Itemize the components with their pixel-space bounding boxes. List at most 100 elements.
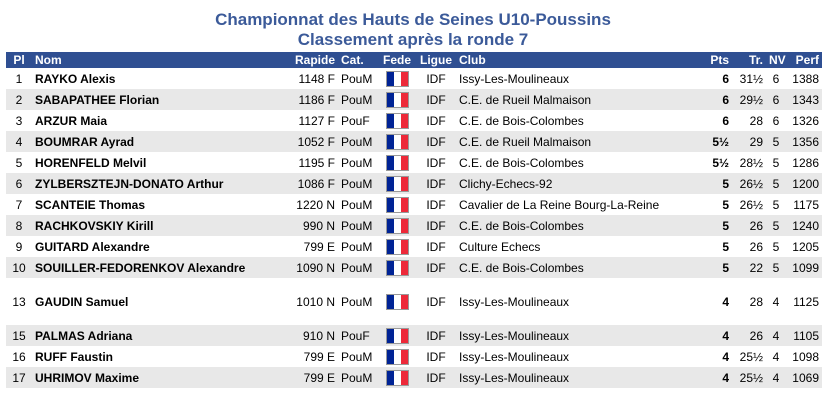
cell-performance: 1125 [786,291,822,312]
cell-federation [378,236,416,257]
cell-club: Issy-Les-Moulineaux [456,346,704,367]
cell-federation [378,68,416,89]
cell-points: 6 [704,110,732,131]
flag-stripe [400,239,408,254]
cell-performance: 1286 [786,152,822,173]
cell-category: PouM [338,236,378,257]
cell-tiebreak: 26½ [732,173,766,194]
flag-stripe [386,92,394,107]
cell-tiebreak: 26 [732,236,766,257]
cell-place: 9 [6,236,32,257]
flag-stripe [393,71,401,86]
table-row: 16 RUFF Faustin 799 E PouM IDF Issy-Les-Mouli… [6,346,822,367]
col-header-tr[interactable]: Tr. [748,53,763,67]
flag-stripe [386,155,394,170]
col-header-pts[interactable]: Pts [710,53,729,67]
cell-tiebreak: 28 [732,110,766,131]
cell-category: PouM [338,89,378,110]
flag-stripe [386,370,394,385]
page-title: Championnat des Hauts de Seines U10-Pous… [215,10,611,29]
cell-category: PouM [338,68,378,89]
page-subtitle: Classement après la ronde 7 [297,30,529,49]
table-row: 6 ZYLBERSZTEJN-DONATO Arthur 1086 F PouM IDF… [6,173,822,194]
cell-league: IDF [416,257,456,278]
col-header-nv[interactable]: NV [769,53,786,67]
flag-stripe [393,197,401,212]
col-header-perf[interactable]: Perf [795,53,819,67]
cell-club: Issy-Les-Moulineaux [456,325,704,346]
table-row: 13 GAUDIN Samuel 1010 N PouM IDF Issy-Les-Mou… [6,291,822,312]
cell-performance: 1105 [786,325,822,346]
cell-club: Issy-Les-Moulineaux [456,291,704,312]
cell-level: 6 [766,89,786,110]
cell-federation [378,257,416,278]
cell-performance: 1240 [786,215,822,236]
cell-club: C.E. de Bois-Colombes [456,215,704,236]
cell-place: 16 [6,346,32,367]
france-flag-icon [385,70,409,87]
col-header-pl[interactable]: Pl [13,53,25,67]
cell-rating: 990 N [276,215,338,236]
cell-level: 4 [766,325,786,346]
flag-stripe [400,197,408,212]
cell-place: 17 [6,367,32,388]
cell-category: PouM [338,367,378,388]
flag-stripe [393,370,401,385]
france-flag-icon [385,348,409,365]
table-row: 5 HORENFELD Melvil 1195 F PouM IDF C.E. de Bo… [6,152,822,173]
cell-name: SOUILLER-FEDORENKOV Alexandre [32,257,276,278]
flag-stripe [386,218,394,233]
cell-category: PouM [338,215,378,236]
col-header-ligue[interactable]: Ligue [420,53,452,67]
cell-performance: 1356 [786,131,822,152]
cell-tiebreak: 26 [732,215,766,236]
france-flag-icon [385,238,409,255]
cell-league: IDF [416,325,456,346]
cell-performance: 1069 [786,367,822,388]
cell-performance: 1326 [786,110,822,131]
cell-rating: 1086 F [276,173,338,194]
cell-place: 7 [6,194,32,215]
table-row: 8 RACHKOVSKIY Kirill 990 N PouM IDF C.E. de B… [6,215,822,236]
flag-stripe [393,349,401,364]
cell-category: PouF [338,110,378,131]
flag-stripe [393,92,401,107]
row-gap [6,278,822,291]
col-header-rapide[interactable]: Rapide [294,53,335,67]
cell-level: 5 [766,215,786,236]
table-row: 17 UHRIMOV Maxime 799 E PouM IDF Issy-Les-Mou… [6,367,822,388]
cell-name: ZYLBERSZTEJN-DONATO Arthur [32,173,276,194]
table-row: 1 RAYKO Alexis 1148 F PouM IDF Issy-Les-Mouli… [6,68,822,89]
cell-level: 5 [766,236,786,257]
cell-place: 3 [6,110,32,131]
cell-rating: 1010 N [276,291,338,312]
cell-tiebreak: 28½ [732,152,766,173]
france-flag-icon [385,91,409,108]
cell-category: PouM [338,131,378,152]
cell-level: 5 [766,194,786,215]
flag-stripe [386,294,394,309]
flag-stripe [400,134,408,149]
col-header-fede[interactable]: Fede [382,53,411,67]
cell-club: Clichy-Echecs-92 [456,173,704,194]
cell-points: 4 [704,346,732,367]
cell-performance: 1343 [786,89,822,110]
cell-rating: 1127 F [276,110,338,131]
flag-stripe [400,370,408,385]
cell-tiebreak: 29 [732,131,766,152]
cell-place: 6 [6,173,32,194]
cell-level: 5 [766,257,786,278]
cell-league: IDF [416,215,456,236]
col-header-club[interactable]: Club [459,53,486,67]
cell-name: RACHKOVSKIY Kirill [32,215,276,236]
cell-rating: 1090 N [276,257,338,278]
cell-performance: 1200 [786,173,822,194]
cell-points: 5½ [704,131,732,152]
france-flag-icon [385,217,409,234]
col-header-cat[interactable]: Cat. [341,53,364,67]
cell-rating: 799 E [276,346,338,367]
flag-stripe [386,134,394,149]
cell-league: IDF [416,152,456,173]
col-header-nom[interactable]: Nom [35,53,62,67]
cell-place: 8 [6,215,32,236]
